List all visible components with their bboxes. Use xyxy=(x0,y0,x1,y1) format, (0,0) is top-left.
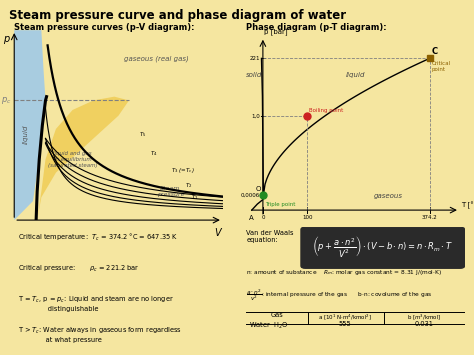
Polygon shape xyxy=(37,97,129,220)
Text: Steam pressure curve and phase diagram of water: Steam pressure curve and phase diagram o… xyxy=(9,9,346,22)
Text: Water  H$_2$O: Water H$_2$O xyxy=(249,321,288,331)
Text: liquid and gas
in equilibrium
(saturated steam): liquid and gas in equilibrium (saturated… xyxy=(48,151,98,168)
Text: Steam
pressure: Steam pressure xyxy=(157,186,184,197)
Text: gaseous (real gas): gaseous (real gas) xyxy=(124,55,189,62)
Text: Phase diagram (p-T diagram):: Phase diagram (p-T diagram): xyxy=(246,23,387,32)
Text: 555: 555 xyxy=(338,321,351,327)
Text: 0.031: 0.031 xyxy=(415,321,434,327)
Text: Critical temperature:  $T_c$ = 374.2 °C = 647.35 K: Critical temperature: $T_c$ = 374.2 °C =… xyxy=(18,232,179,243)
Text: liquid: liquid xyxy=(346,72,365,78)
Text: $T_3$ (=$T_c$): $T_3$ (=$T_c$) xyxy=(171,166,194,175)
Text: Gas: Gas xyxy=(271,312,283,318)
Text: A: A xyxy=(249,215,254,222)
Text: 374.2: 374.2 xyxy=(422,215,438,220)
Text: a $[10^1$ N·m$^4$/kmol$^2]$: a $[10^1$ N·m$^4$/kmol$^2]$ xyxy=(318,312,372,322)
Text: $p_c$: $p_c$ xyxy=(0,95,11,106)
Text: Critical
point: Critical point xyxy=(431,61,451,72)
Text: $T_4$: $T_4$ xyxy=(150,149,157,158)
Text: T > $T_c$: Water always in gaseous form regardless
             at what pressure: T > $T_c$: Water always in gaseous form … xyxy=(18,326,182,343)
Text: O: O xyxy=(256,186,262,192)
Text: V: V xyxy=(214,228,221,238)
Text: gaseous: gaseous xyxy=(374,193,402,200)
Text: Triple point: Triple point xyxy=(265,202,296,207)
Text: Critical pressure:       $\rho_c$ = 221.2 bar: Critical pressure: $\rho_c$ = 221.2 bar xyxy=(18,263,140,274)
Text: solid: solid xyxy=(246,72,263,78)
Text: $T_5$: $T_5$ xyxy=(139,130,147,139)
Text: $\left(p + \dfrac{a \cdot n^2}{V^2}\right) \cdot \left(V - b \cdot n\right) = n : $\left(p + \dfrac{a \cdot n^2}{V^2}\righ… xyxy=(312,235,453,260)
FancyBboxPatch shape xyxy=(301,227,465,268)
Text: 100: 100 xyxy=(302,215,313,220)
Text: liquid: liquid xyxy=(23,125,29,144)
Text: Van der Waals
equation:: Van der Waals equation: xyxy=(246,230,294,242)
Text: Boiling point: Boiling point xyxy=(309,108,343,113)
Text: 221: 221 xyxy=(250,56,260,61)
Text: 0,0006: 0,0006 xyxy=(241,192,260,198)
Polygon shape xyxy=(14,30,46,220)
Text: b $[m^3$/kmol$]$: b $[m^3$/kmol$]$ xyxy=(407,312,441,322)
Text: n: amount of substance    $R_m$: molar gas constant = 8.31 J/(mol·K): n: amount of substance $R_m$: molar gas … xyxy=(246,268,442,277)
Text: $T_2$: $T_2$ xyxy=(185,181,192,190)
Text: p: p xyxy=(3,34,9,44)
Text: Steam pressure curves (p-V diagram):: Steam pressure curves (p-V diagram): xyxy=(14,23,195,32)
Text: p [bar]: p [bar] xyxy=(264,28,288,35)
Text: T [°C]: T [°C] xyxy=(461,201,474,209)
Text: 0: 0 xyxy=(261,215,264,220)
Text: 1,0: 1,0 xyxy=(251,114,260,119)
Text: $\dfrac{a \cdot n^2}{v^2}$: internal pressure of the gas      b·n: covolume of t: $\dfrac{a \cdot n^2}{v^2}$: internal pre… xyxy=(246,288,433,304)
Text: $T_1$: $T_1$ xyxy=(191,193,199,202)
Text: C: C xyxy=(431,48,438,56)
Text: T = $T_c$, p = $p_c$: Liquid and steam are no longer
              distinguishab: T = $T_c$, p = $p_c$: Liquid and steam a… xyxy=(18,295,174,312)
